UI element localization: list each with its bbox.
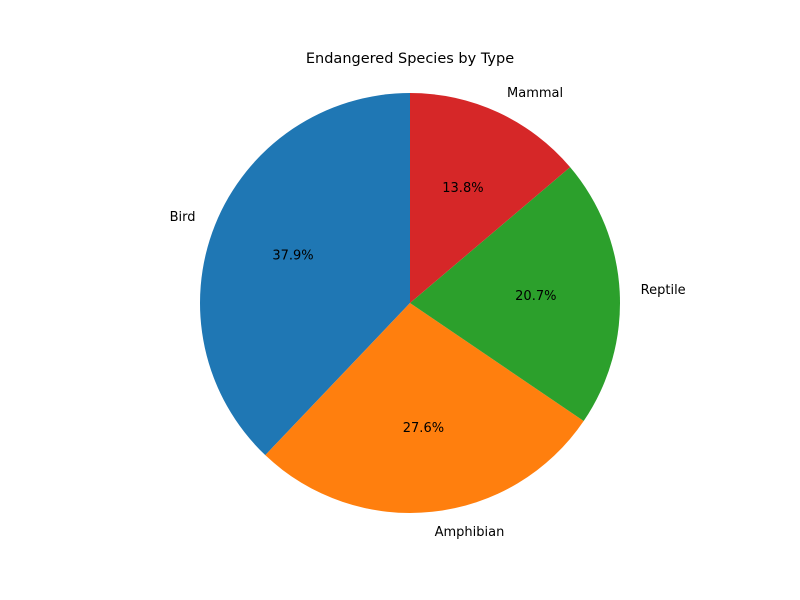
- slice-percent-reptile: 20.7%: [515, 289, 556, 304]
- slice-percent-amphibian: 27.6%: [403, 421, 444, 436]
- pie-slices: [199, 93, 620, 514]
- slice-percent-mammal: 13.8%: [442, 181, 483, 196]
- slice-label-bird: Bird: [170, 210, 196, 225]
- slice-label-mammal: Mammal: [507, 86, 563, 101]
- pie-slice-bird: [199, 93, 410, 456]
- slice-label-reptile: Reptile: [641, 283, 686, 298]
- slice-label-amphibian: Amphibian: [435, 525, 505, 540]
- pie-slice-amphibian: [265, 303, 584, 514]
- pie-labels: Bird 37.9% Amphibian 27.6% Reptile 20.7% Mamma…: [170, 86, 686, 540]
- slice-percent-bird: 37.9%: [272, 249, 313, 264]
- pie-slice-reptile: [410, 167, 620, 422]
- chart-title: Endangered Species by Type: [306, 51, 514, 67]
- pie-slice-mammal: [410, 93, 571, 303]
